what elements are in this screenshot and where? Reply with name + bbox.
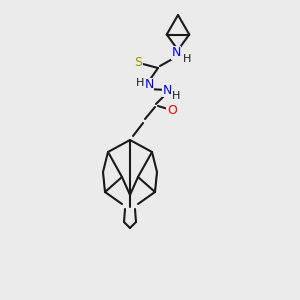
Text: S: S (134, 56, 142, 70)
Text: O: O (167, 103, 177, 116)
Text: N: N (144, 79, 154, 92)
Text: H: H (136, 78, 144, 88)
Text: N: N (162, 83, 172, 97)
Text: H: H (172, 91, 180, 101)
Text: N: N (171, 46, 181, 59)
Text: H: H (183, 54, 191, 64)
